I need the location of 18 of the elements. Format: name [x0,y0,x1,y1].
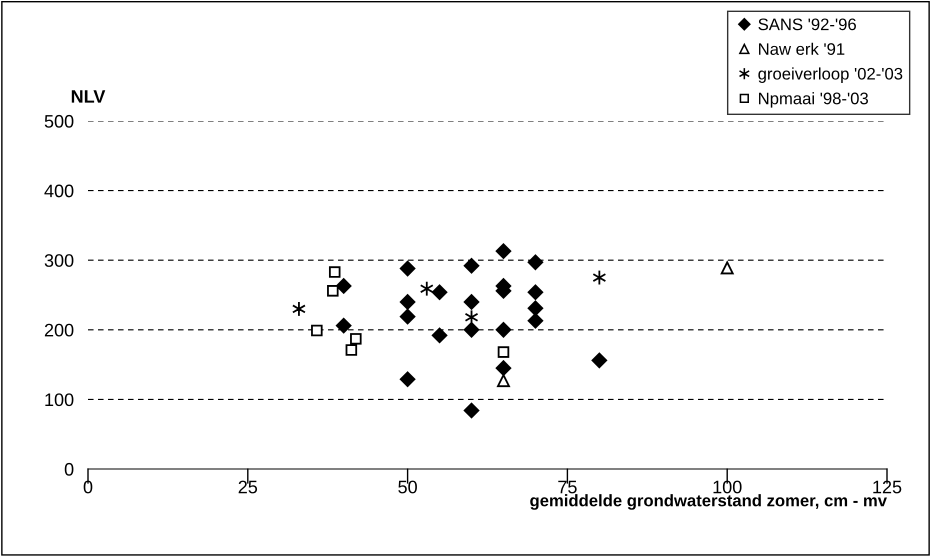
y-tick-label: 400 [44,184,74,198]
y-tick-label: 0 [64,462,74,476]
y-tick-label: 100 [45,393,74,406]
x-axis-title: gemiddelde grondwaterstand zomer, cm - mv [530,494,887,510]
legend-label: groeiverloop '02-'03 [758,67,902,83]
x-tick-label: 125 [873,480,902,494]
x-tick-label: 0 [84,480,92,494]
x-tick-label: 50 [398,480,417,494]
y-tick-label: 300 [44,254,74,267]
legend-label: Npmaai '98-'03 [759,92,868,108]
legend-label: SANS '92-'96 [758,18,856,30]
x-tick-label: 75 [558,480,577,494]
x-tick-label: 25 [238,480,258,494]
legend-label: Naw erk '91 [759,42,844,55]
y-axis-title: NLV [72,90,106,103]
y-tick-label: 200 [44,324,74,337]
y-tick-label: 500 [44,114,74,128]
x-tick-label: 100 [714,480,742,494]
